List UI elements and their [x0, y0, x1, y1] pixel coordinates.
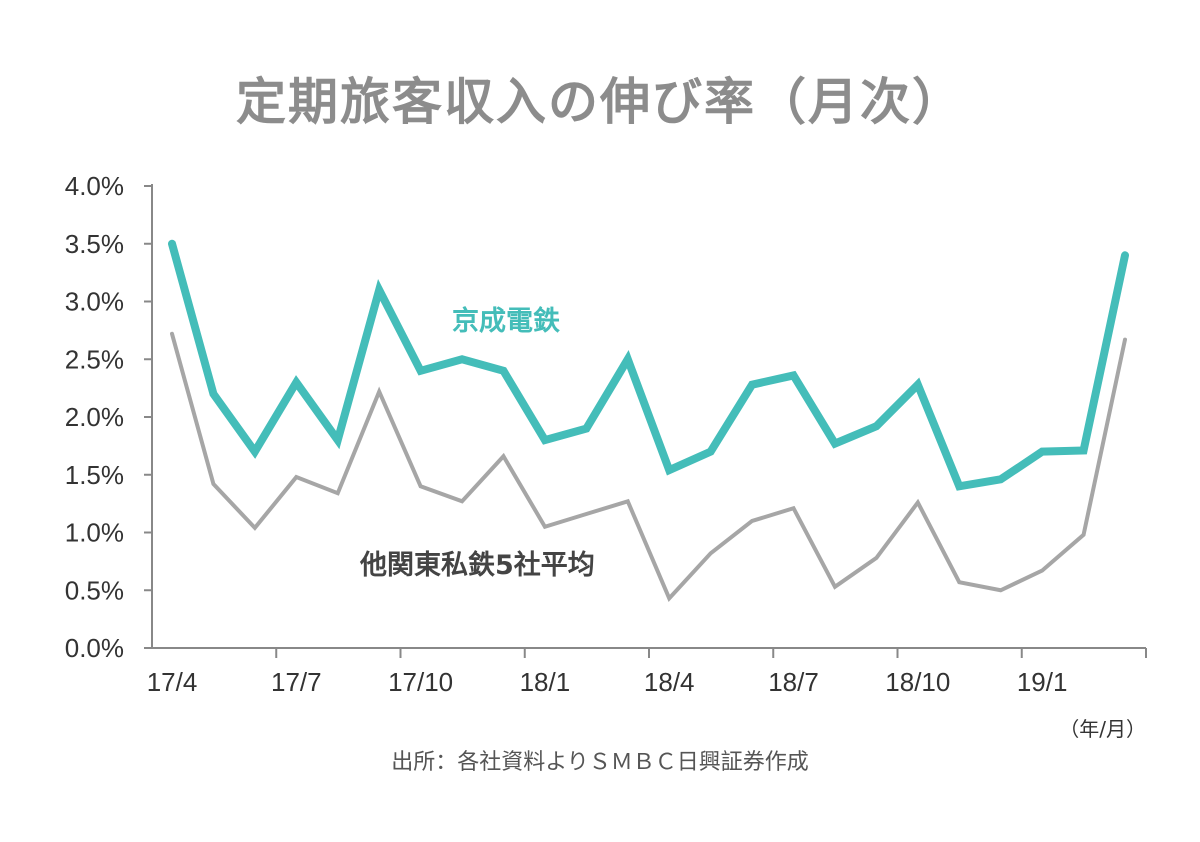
- y-tick-label: 3.5%: [65, 229, 124, 259]
- y-tick-label: 0.0%: [65, 633, 124, 663]
- x-tick-label: 18/4: [644, 667, 695, 697]
- y-tick-label: 4.0%: [65, 171, 124, 201]
- series-line-keisei: [168, 239, 1129, 491]
- x-axis-unit: （年/月）: [1059, 717, 1146, 741]
- x-tick-label: 18/1: [520, 667, 571, 697]
- source-note: 出所：各社資料よりＳＭＢＣ日興証券作成: [391, 750, 809, 775]
- x-tick-label: 19/1: [1017, 667, 1068, 697]
- y-tick-label: 1.5%: [65, 460, 124, 490]
- x-tick-label: 17/4: [147, 667, 198, 697]
- x-tick-label: 17/10: [388, 667, 453, 697]
- y-tick-label: 1.0%: [65, 518, 124, 548]
- series-label-keisei: 京成電鉄: [452, 305, 560, 337]
- series-label-others-avg: 他関東私鉄5社平均: [359, 549, 595, 581]
- y-tick-label: 0.5%: [65, 575, 124, 605]
- y-tick-label: 3.0%: [65, 287, 124, 317]
- x-tick-label: 18/10: [885, 667, 950, 697]
- series-line-others-avg: [170, 331, 1127, 602]
- y-tick-label: 2.0%: [65, 402, 124, 432]
- y-tick-label: 2.5%: [65, 344, 124, 374]
- x-tick-label: 17/7: [271, 667, 322, 697]
- chart-title: 定期旅客収入の伸び率（月次）: [236, 73, 964, 131]
- x-tick-label: 18/7: [768, 667, 819, 697]
